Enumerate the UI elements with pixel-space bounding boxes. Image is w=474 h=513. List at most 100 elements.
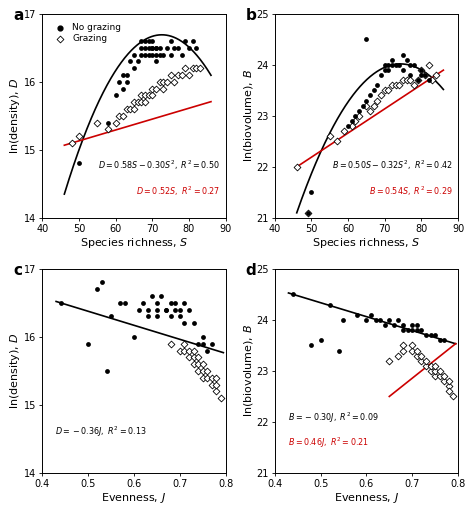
Point (213, 387, 220, 396)
X-axis label: Species richness, $S$: Species richness, $S$ (312, 235, 420, 249)
Point (399, 346, 407, 354)
Point (377, 91, 385, 100)
Point (93, 285, 101, 293)
Point (190, 346, 197, 354)
Point (141, 91, 149, 100)
Point (119, 112, 127, 120)
Point (130, 98, 138, 106)
Point (107, 312, 115, 321)
Point (363, 316, 370, 324)
Point (153, 306, 161, 314)
Point (392, 61, 400, 69)
Point (160, 50, 167, 58)
Point (192, 64, 200, 72)
Point (359, 102, 366, 110)
Point (409, 341, 416, 349)
Point (370, 86, 377, 94)
Point (137, 91, 145, 100)
Point (208, 340, 216, 348)
Point (152, 44, 160, 52)
Point (348, 122, 356, 130)
Point (395, 316, 402, 324)
Point (374, 96, 381, 105)
Point (116, 77, 123, 86)
Point (148, 91, 156, 100)
Point (160, 85, 167, 93)
Point (144, 306, 152, 314)
Point (148, 37, 156, 45)
Point (427, 331, 434, 339)
Point (213, 381, 220, 389)
Point (374, 81, 381, 89)
Point (75, 132, 83, 141)
Point (141, 37, 149, 45)
Point (348, 117, 356, 125)
Point (381, 66, 389, 74)
Point (98, 279, 106, 287)
Point (440, 336, 448, 344)
Point (199, 333, 207, 341)
Text: a: a (13, 8, 23, 23)
Point (178, 71, 185, 79)
Point (418, 66, 425, 74)
Point (190, 360, 197, 368)
Point (57, 299, 64, 307)
Point (418, 351, 425, 360)
Point (396, 81, 403, 89)
Point (141, 98, 149, 106)
Point (384, 86, 392, 94)
Point (160, 77, 167, 86)
Point (388, 55, 396, 64)
Point (121, 299, 128, 307)
Point (410, 81, 418, 89)
Point (117, 299, 124, 307)
Point (388, 81, 396, 89)
Point (414, 76, 421, 84)
Point (208, 381, 216, 389)
Point (381, 61, 389, 69)
Point (363, 96, 370, 105)
Point (189, 64, 196, 72)
Point (158, 292, 165, 300)
Point (407, 61, 414, 69)
Point (148, 44, 156, 52)
Point (399, 326, 407, 334)
Point (399, 321, 407, 329)
Point (356, 107, 363, 115)
Point (385, 316, 393, 324)
Point (163, 44, 171, 52)
Point (135, 306, 142, 314)
Point (414, 76, 421, 84)
Point (171, 77, 178, 86)
Point (381, 86, 389, 94)
Point (304, 209, 311, 217)
Point (413, 346, 420, 354)
Point (153, 312, 161, 321)
Point (145, 91, 153, 100)
Point (176, 312, 183, 321)
Point (425, 61, 432, 69)
Point (390, 321, 398, 329)
Point (388, 61, 396, 69)
Point (363, 102, 370, 110)
Point (385, 357, 393, 365)
Point (130, 105, 138, 113)
Point (176, 346, 183, 354)
Point (403, 55, 410, 64)
Point (354, 311, 361, 319)
Point (304, 209, 311, 217)
Point (407, 71, 414, 79)
Point (141, 44, 149, 52)
Point (152, 50, 160, 58)
Point (134, 98, 141, 106)
Point (189, 37, 196, 45)
Point (145, 37, 153, 45)
Point (185, 71, 193, 79)
Point (194, 360, 202, 368)
Point (167, 299, 174, 307)
Point (404, 326, 411, 334)
Point (421, 71, 429, 79)
Point (152, 85, 160, 93)
Point (172, 299, 179, 307)
Point (340, 316, 347, 324)
